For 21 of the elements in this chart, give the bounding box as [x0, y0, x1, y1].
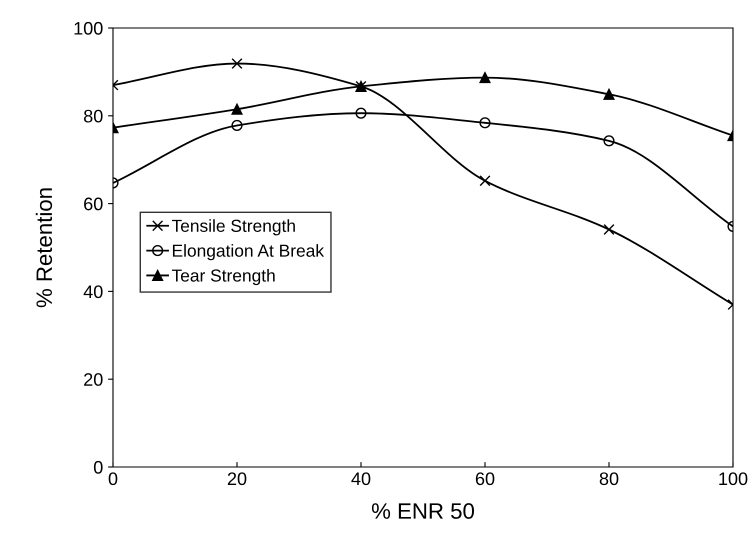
legend-label: Elongation At Break — [172, 244, 324, 260]
legend-label: Tensile Strength — [172, 219, 295, 236]
y-tick-label: 100 — [74, 22, 103, 35]
x-tick-label: 0 — [108, 472, 118, 486]
x-tick-label: 40 — [351, 472, 370, 486]
point — [479, 72, 491, 84]
x-tick-label: 20 — [228, 472, 246, 486]
legend-label: Tear Strength — [172, 268, 275, 286]
x-tick-label: 100 — [719, 472, 748, 486]
x-tick-label: 60 — [476, 472, 494, 486]
y-tick-label: 20 — [84, 373, 103, 386]
y-tick-label: 80 — [84, 110, 103, 123]
y-tick-label: 0 — [94, 460, 103, 474]
x-tick-label: 80 — [600, 472, 618, 486]
point — [479, 175, 491, 186]
point — [355, 108, 367, 119]
y-axis-title: % Retention — [36, 188, 52, 308]
y-tick-label: 60 — [84, 198, 103, 210]
y-tick-label: 40 — [84, 285, 103, 298]
point — [479, 117, 491, 128]
x-axis-title: % ENR 50 — [372, 503, 474, 519]
